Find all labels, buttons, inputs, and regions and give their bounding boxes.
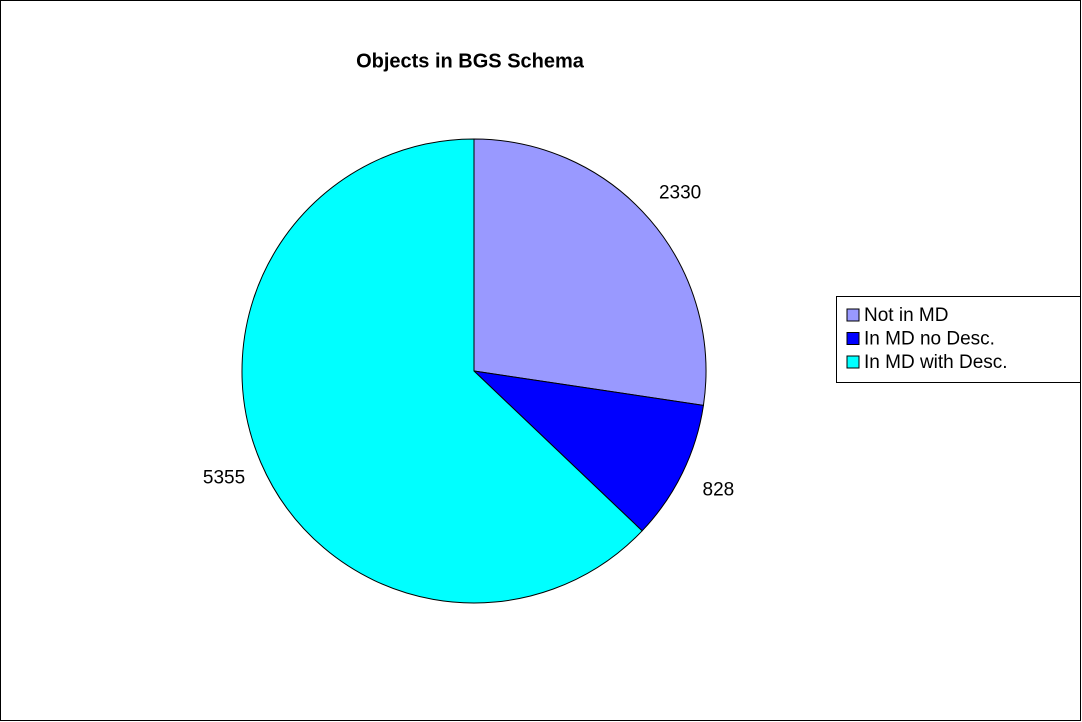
pie-slice <box>241 138 643 604</box>
legend-label: In MD with Desc. <box>864 352 1008 373</box>
legend-swatch <box>846 355 860 369</box>
data-label: 2330 <box>659 183 701 204</box>
pie-slice <box>473 138 707 406</box>
legend-swatch <box>846 308 860 322</box>
legend-box <box>836 296 1081 383</box>
legend-swatch <box>846 332 860 345</box>
chart-title: Objects in BGS Schema <box>356 50 585 72</box>
data-label: 828 <box>703 479 735 500</box>
data-label: 5355 <box>203 467 245 488</box>
legend-label: In MD no Desc. <box>864 329 995 350</box>
pie-slice <box>472 370 705 532</box>
legend-label: Not in MD <box>864 305 948 326</box>
